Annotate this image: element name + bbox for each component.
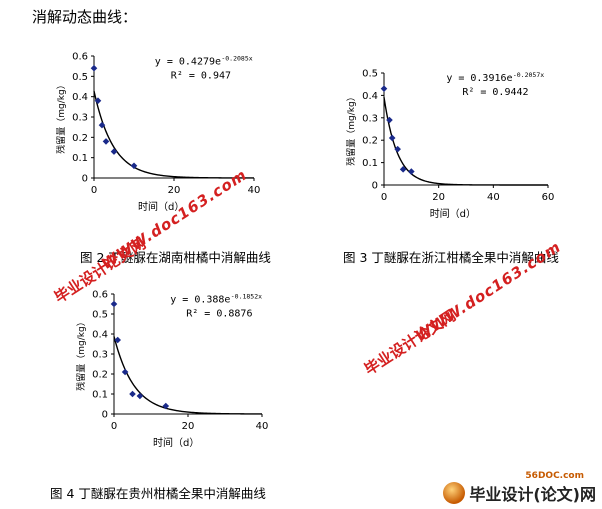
chart-hunan-svg: 0 0.1 0.2 0.3 0.4 0.5 0.6 0 20 40 时间（d） 残留量（mg/kg） y… [55, 52, 261, 214]
y-tick-label: 0.2 [362, 136, 378, 147]
y-tick-label: 0.3 [92, 350, 108, 361]
x-tick-label: 40 [248, 185, 261, 196]
y-tick-label: 0.2 [92, 370, 108, 381]
y-tick-label: 0.1 [362, 158, 378, 169]
chart-guizhou-svg: 0 0.1 0.2 0.3 0.4 0.5 0.6 0 20 40 时间（d） 残留量（mg/kg） y… [75, 290, 269, 450]
caption-zhejiang: 图 3 丁醚脲在浙江柑橘全果中消解曲线 [343, 250, 559, 265]
fit-equation: y = 0.4279e [155, 57, 221, 68]
x-axis-label: 时间（d） [153, 436, 199, 449]
fit-equation-exponent: -0.1852x [231, 292, 262, 300]
fit-curve [93, 90, 254, 179]
caption-guizhou: 图 4 丁醚脲在贵州柑橘全果中消解曲线 [50, 486, 266, 501]
x-tick-label: 0 [381, 192, 387, 203]
x-tick-label: 0 [111, 421, 117, 432]
chart-zhejiang: 0 0.1 0.2 0.3 0.4 0.5 0 20 40 60 时间（d） 残留量（mg/kg） y … [340, 62, 580, 227]
data-point [114, 336, 121, 344]
x-tick-label: 20 [432, 192, 445, 203]
chart-hunan: 0 0.1 0.2 0.3 0.4 0.5 0.6 0 20 40 时间（d） 残留量（mg/kg） y… [52, 48, 282, 223]
data-point [102, 138, 110, 145]
fit-equation-exponent: -0.2085x [221, 55, 252, 63]
chart-guizhou: 0 0.1 0.2 0.3 0.4 0.5 0.6 0 20 40 时间（d） 残留量（mg/kg） y… [68, 286, 298, 461]
y-tick-label: 0.6 [72, 52, 88, 63]
y-axis-label: 残留量（mg/kg） [345, 92, 357, 165]
page-heading: 消解动态曲线： [32, 8, 138, 26]
data-point [121, 368, 129, 376]
fit-equation: y = 0.3916e [446, 73, 512, 84]
data-point [380, 85, 388, 92]
y-tick-label: 0.6 [92, 290, 108, 301]
data-point [98, 121, 106, 129]
x-tick-label: 20 [182, 421, 195, 432]
y-tick-label: 0.4 [362, 91, 378, 102]
fit-equation-exponent: -0.2057x [513, 71, 544, 79]
data-point [388, 134, 396, 142]
y-tick-label: 0 [102, 410, 108, 421]
x-tick-label: 40 [256, 421, 269, 432]
footer-logo[interactable]: 毕业设计(论文)网 [443, 481, 596, 505]
caption-hunan: 图 2 丁醚脲在湖南柑橘中消解曲线 [80, 250, 271, 265]
data-point [394, 145, 401, 153]
x-axis-label: 时间（d） [138, 200, 184, 213]
data-point [130, 162, 138, 170]
y-tick-label: 0.1 [72, 153, 88, 164]
r-squared: R² = 0.8876 [186, 308, 252, 319]
y-tick-label: 0.1 [92, 390, 108, 401]
y-tick-label: 0.5 [92, 310, 108, 321]
data-point [110, 300, 118, 308]
fit-curve [113, 336, 262, 415]
y-tick-label: 0.5 [72, 72, 88, 83]
data-point [408, 168, 415, 175]
data-point [110, 148, 118, 155]
x-tick-label: 60 [542, 192, 555, 203]
y-axis-label: 残留量（mg/kg） [55, 80, 67, 153]
chart-zhejiang-svg: 0 0.1 0.2 0.3 0.4 0.5 0 20 40 60 时间（d） 残留量（mg/kg） y … [345, 69, 555, 221]
footer-site: 56DOC.com [525, 471, 584, 481]
y-tick-label: 0.3 [72, 113, 88, 124]
data-point [136, 392, 144, 400]
footer-logo-text: 毕业设计(论文)网 [469, 485, 596, 504]
y-axis-label: 残留量（mg/kg） [75, 317, 87, 390]
data-point [90, 64, 98, 72]
x-tick-label: 40 [487, 192, 500, 203]
x-tick-label: 20 [168, 185, 181, 196]
y-tick-label: 0 [82, 174, 88, 185]
fit-equation: y = 0.388e [170, 294, 230, 305]
data-point [94, 97, 102, 105]
globe-icon [443, 482, 466, 504]
y-tick-label: 0.5 [362, 69, 378, 80]
y-tick-label: 0.4 [92, 330, 108, 341]
y-tick-label: 0.2 [72, 133, 88, 144]
r-squared: R² = 0.947 [171, 71, 231, 82]
y-tick-label: 0.4 [72, 92, 88, 103]
data-point [129, 390, 136, 398]
y-tick-label: 0.3 [362, 113, 378, 124]
y-tick-label: 0 [372, 181, 378, 192]
x-tick-label: 0 [91, 185, 97, 196]
r-squared: R² = 0.9442 [462, 87, 528, 98]
x-axis-label: 时间（d） [430, 207, 476, 220]
